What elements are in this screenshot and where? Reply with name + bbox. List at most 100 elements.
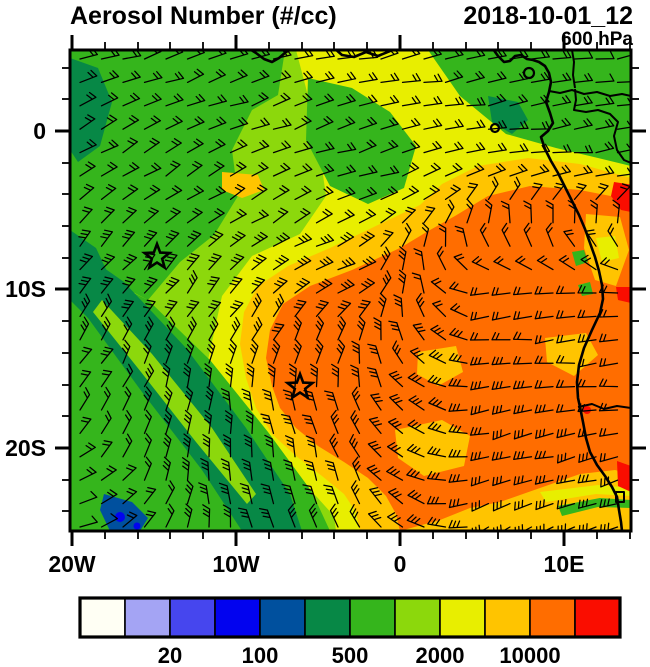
- wind-barb: [79, 466, 97, 481]
- wind-barb: [294, 208, 311, 224]
- wind-barb: [471, 256, 490, 271]
- wind-barb: [79, 206, 93, 224]
- wind-barb: [349, 433, 361, 458]
- wind-barb: [512, 355, 533, 365]
- wind-barb: [315, 71, 335, 84]
- wind-barb: [122, 253, 138, 271]
- wind-barb: [454, 225, 468, 247]
- wind-barb: [315, 233, 335, 247]
- wind-barb: [423, 140, 442, 154]
- wind-barb: [509, 143, 529, 154]
- wind-barb: [315, 186, 334, 201]
- wind-barb: [185, 339, 195, 364]
- colorbar-label-20: 20: [158, 643, 182, 667]
- country-border-1: [548, 89, 631, 97]
- wind-barb: [229, 69, 248, 84]
- wind-barb: [272, 207, 289, 224]
- wind-barb: [427, 516, 447, 528]
- wind-barb: [580, 254, 597, 271]
- wind-barb: [100, 440, 113, 458]
- wind-barb: [556, 334, 576, 344]
- wind-barb: [595, 165, 615, 177]
- wind-barb: [181, 457, 190, 481]
- wind-barb: [329, 433, 339, 458]
- wind-barb: [337, 94, 356, 107]
- wind-barb: [423, 118, 443, 130]
- wind-barb: [350, 410, 361, 435]
- wind-barb: [185, 479, 194, 505]
- wind-barb: [272, 254, 290, 271]
- contour-region-green-bottom-arc: [558, 498, 631, 516]
- wind-barb: [401, 140, 421, 154]
- wind-barb: [513, 404, 533, 415]
- wind-barb: [251, 209, 269, 224]
- wind-barb: [578, 452, 597, 463]
- wind-barb: [79, 387, 91, 411]
- contour-region-red-patch-mid: [616, 287, 631, 303]
- wind-barb: [612, 199, 621, 224]
- wind-barb: [595, 50, 615, 60]
- wind-barb: [222, 434, 232, 458]
- wind-barb: [121, 299, 134, 318]
- wind-barb: [186, 253, 200, 271]
- wind-barb: [448, 403, 468, 412]
- wind-barb: [599, 453, 619, 463]
- wind-barb: [512, 331, 533, 341]
- wind-barb: [427, 374, 447, 388]
- wind-barb: [487, 163, 506, 177]
- wind-barb: [492, 475, 511, 487]
- wind-barb: [315, 299, 329, 318]
- wind-barb: [357, 316, 366, 341]
- colorbar-cell-6: [349, 597, 396, 638]
- plot-datetime: 2018-10-01_12: [463, 2, 633, 30]
- wind-barb: [229, 184, 246, 201]
- colorbar-cell-5: [304, 597, 351, 638]
- wind-barb: [448, 424, 468, 435]
- wind-barb: [309, 363, 319, 388]
- wind-barb: [251, 293, 262, 318]
- coastline-0: [248, 50, 293, 64]
- wind-barb: [350, 480, 361, 505]
- wind-barb: [487, 176, 499, 201]
- wind-barb: [143, 93, 162, 107]
- contour-dot-blue-minimum-a: [115, 512, 125, 522]
- wind-barb: [401, 185, 420, 201]
- wind-barb: [411, 272, 425, 294]
- wind-barb: [573, 182, 587, 201]
- wind-barb: [444, 70, 464, 84]
- wind-barb: [358, 256, 377, 271]
- wind-barb: [438, 223, 447, 247]
- wind-barb: [536, 255, 554, 271]
- wind-barb: [466, 163, 485, 177]
- wind-barb: [380, 72, 400, 84]
- wind-barb: [186, 207, 203, 224]
- wind-barb: [432, 300, 447, 318]
- wind-barb: [337, 257, 356, 271]
- wind-barb: [423, 185, 441, 201]
- colorbar-outline: [78, 596, 622, 639]
- wind-barb: [287, 503, 297, 528]
- wind-barb: [79, 316, 90, 341]
- colorbar: 20 100 500 2000 10000: [78, 596, 622, 667]
- wind-barb: [530, 164, 550, 177]
- wind-barb: [315, 163, 335, 177]
- wind-barb: [616, 183, 631, 201]
- wind-barb: [514, 255, 533, 271]
- wind-barb: [208, 208, 225, 224]
- wind-barb: [122, 206, 137, 224]
- wind-barb: [186, 138, 204, 154]
- wind-barb: [336, 339, 346, 364]
- wind-barb: [423, 162, 441, 177]
- wind-barb: [401, 206, 416, 224]
- wind-barb: [324, 460, 339, 481]
- wind-barb: [577, 474, 597, 484]
- wind-barb: [220, 388, 232, 411]
- wind-barb: [358, 209, 377, 224]
- wind-barb: [599, 358, 619, 368]
- wind-barb: [406, 514, 425, 528]
- wind-barb: [143, 339, 152, 364]
- wind-barb: [315, 93, 335, 107]
- wind-barb: [350, 364, 361, 388]
- wind-barb: [165, 71, 185, 84]
